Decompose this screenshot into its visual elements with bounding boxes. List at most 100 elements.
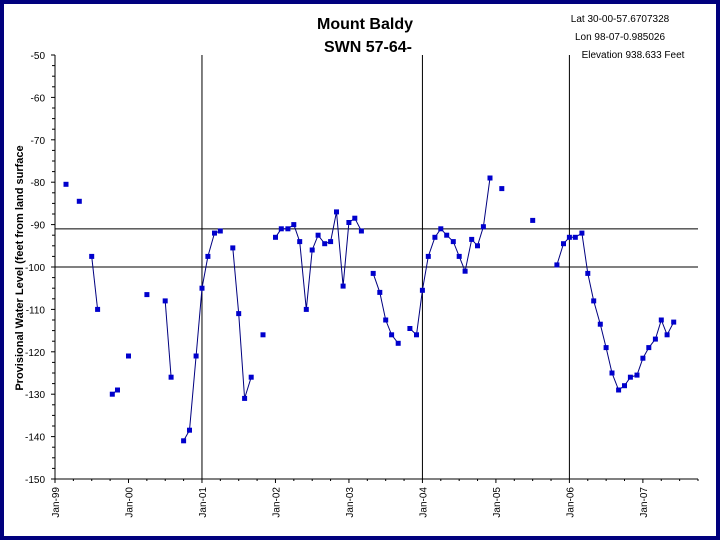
data-point [95, 306, 101, 312]
data-point [389, 332, 395, 338]
data-point [407, 326, 413, 331]
data-point [260, 332, 266, 338]
y-tick-label: -80 [31, 178, 46, 189]
y-tick-label: -90 [31, 221, 46, 232]
data-point [212, 230, 217, 236]
x-tick-label: Jan-07 [639, 487, 650, 518]
y-tick-label: -140 [25, 433, 45, 444]
y-tick-label: -70 [31, 136, 46, 147]
data-point [622, 383, 627, 389]
data-point [499, 186, 505, 192]
y-tick-label: -110 [26, 305, 46, 316]
data-point [187, 427, 192, 433]
data-point [309, 247, 315, 253]
x-tick-label: Jan-02 [271, 487, 282, 518]
data-point [671, 319, 677, 325]
elevation-label: Elevation 938.633 Feet [582, 50, 685, 61]
data-point [572, 234, 578, 240]
series-line [232, 247, 252, 399]
data-point [585, 270, 591, 276]
latitude-label: Lat 30-00-57.6707328 [571, 14, 670, 25]
data-point [76, 198, 82, 204]
gridlines [55, 55, 698, 479]
x-tick-label: Jan-06 [565, 487, 576, 518]
data-point [248, 374, 254, 380]
data-point [162, 298, 168, 304]
data-point [217, 228, 223, 234]
data-point [395, 340, 401, 346]
data-point [383, 317, 389, 323]
series-line [556, 232, 675, 391]
data-point [109, 391, 115, 397]
data-point [566, 234, 572, 240]
y-tick-label: -120 [25, 348, 45, 359]
data-point [652, 336, 658, 342]
data-point [322, 241, 328, 247]
data-point [352, 215, 358, 221]
data-point [181, 438, 187, 444]
data-point [126, 353, 131, 359]
series-line [409, 177, 491, 336]
x-tick-label: Jan-03 [345, 487, 356, 518]
data-point [627, 374, 633, 380]
data-point [340, 283, 346, 289]
data-point [469, 236, 475, 242]
data-point [230, 245, 236, 251]
data-point [634, 372, 640, 378]
data-point [297, 239, 303, 245]
data-point [291, 222, 297, 228]
data-point [425, 253, 431, 259]
x-tick-label: Jan-05 [492, 487, 503, 518]
data-point [328, 239, 334, 245]
data-point [554, 262, 560, 268]
data-point [334, 209, 339, 215]
data-point [273, 234, 278, 240]
data-point [236, 311, 242, 317]
y-tick-label: -100 [25, 263, 45, 274]
data-point [603, 345, 609, 351]
data-point [450, 239, 456, 245]
data-point [63, 181, 69, 187]
chart-subtitle: SWN 57-64- [324, 39, 412, 56]
data-point [199, 285, 205, 291]
data-point [640, 355, 646, 361]
data-point [303, 306, 309, 312]
data-point [487, 175, 493, 181]
data-point [377, 289, 383, 295]
y-tick-label: -60 [31, 93, 46, 104]
y-tick-label: -150 [25, 475, 45, 486]
data-point [358, 228, 364, 234]
y-tick-label: -50 [31, 51, 46, 62]
data-point [480, 224, 486, 230]
data-point [438, 226, 444, 232]
series [63, 175, 677, 444]
data-point [419, 287, 425, 293]
y-axis-label: Provisional Water Level (feet from land … [14, 145, 26, 390]
series-line [372, 273, 399, 344]
data-point [89, 253, 95, 259]
x-tick-label: Jan-01 [198, 487, 209, 518]
data-point [530, 217, 536, 223]
data-point [205, 253, 211, 259]
data-point [664, 332, 670, 338]
data-point [115, 387, 120, 393]
data-point [561, 241, 566, 247]
data-point [193, 353, 199, 359]
series-line [164, 300, 172, 378]
data-point [462, 268, 468, 274]
data-point [242, 395, 248, 401]
data-point [278, 226, 284, 232]
data-point [444, 232, 450, 238]
x-axis-ticks: Jan-99 Jan-00 Jan-01 Jan-02 Jan-03 Jan-04 Jan-… [51, 479, 699, 518]
data-point [579, 230, 585, 236]
x-tick-label: Jan-04 [418, 487, 429, 518]
data-point [609, 370, 615, 376]
data-point [432, 234, 438, 240]
data-point [168, 374, 174, 380]
data-point [646, 345, 652, 351]
data-point [370, 270, 376, 276]
chart-title: Mount Baldy [317, 16, 413, 33]
data-point [616, 387, 622, 393]
longitude-label: Lon 98-07-0.985026 [575, 32, 666, 43]
